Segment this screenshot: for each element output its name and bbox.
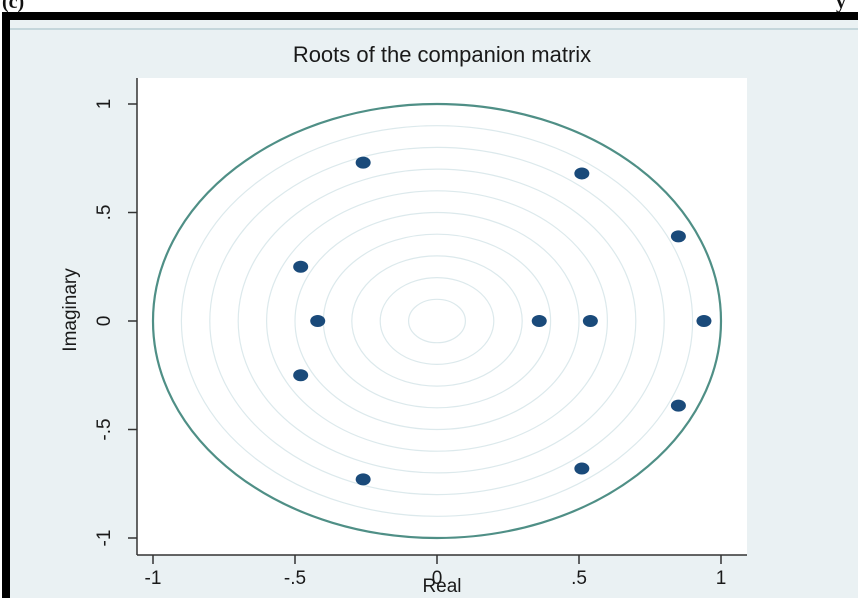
grid-circle-9 <box>180 125 694 517</box>
figure-frame: -1 -.5 0 .5 1 -1 -.5 0 .5 1 Roots of the companio… <box>2 12 858 598</box>
root-point-11 <box>355 473 371 486</box>
y-tick-label-0: -1 <box>94 530 115 547</box>
panel-label-fragment: (c) <box>2 0 25 13</box>
x-tick-label-0: -1 <box>145 568 162 589</box>
x-axis-title: Real <box>422 576 461 597</box>
grid-circle-3 <box>351 255 523 387</box>
root-point-9 <box>293 369 309 382</box>
root-point-5 <box>310 315 326 327</box>
root-point-3 <box>670 230 686 243</box>
x-tick-label-3: .5 <box>571 568 587 589</box>
root-point-2 <box>574 167 590 180</box>
x-tick-label-2: 0 <box>432 568 443 589</box>
root-point-8 <box>696 315 712 327</box>
root-point-4 <box>293 260 309 273</box>
grid-circle-5 <box>294 211 580 431</box>
grid-circle-8 <box>209 146 665 496</box>
y-tick-label-3: .5 <box>94 205 115 221</box>
unit-circle <box>151 102 723 540</box>
x-tick-label-1: -.5 <box>284 568 306 589</box>
caption-fragment: y <box>836 0 846 13</box>
root-points <box>293 156 712 486</box>
root-point-1 <box>355 156 371 169</box>
y-tick-label-1: -.5 <box>94 418 115 440</box>
axes: -1 -.5 0 .5 1 -1 -.5 0 .5 1 <box>94 78 747 589</box>
root-point-6 <box>531 315 547 327</box>
chart-title: Roots of the companion matrix <box>293 42 591 67</box>
plot-area <box>137 78 747 555</box>
cropped-header-strip: (c) y <box>0 0 858 14</box>
y-tick-label-4: 1 <box>94 99 115 110</box>
y-axis-title: Imaginary <box>60 268 81 352</box>
root-point-10 <box>670 399 686 412</box>
grid-circles <box>180 125 694 517</box>
root-point-12 <box>574 462 590 475</box>
grid-circle-1 <box>408 298 467 344</box>
roots-chart: -1 -.5 0 .5 1 -1 -.5 0 .5 1 Roots of the companio… <box>10 20 858 598</box>
grid-circle-7 <box>237 168 637 474</box>
x-tick-label-4: 1 <box>716 568 727 589</box>
grid-circle-2 <box>379 277 495 366</box>
root-point-7 <box>582 315 598 327</box>
y-tick-label-2: 0 <box>94 316 115 327</box>
grid-circle-6 <box>266 190 608 452</box>
